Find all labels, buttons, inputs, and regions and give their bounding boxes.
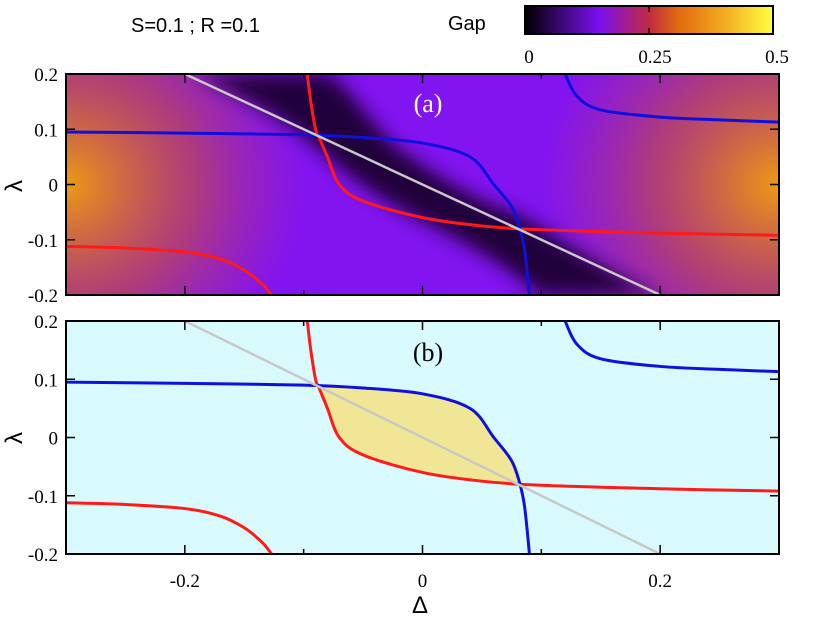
x-tick-label: 0.2 <box>648 571 672 592</box>
parameter-label: S=0.1 ; R =0.1 <box>131 15 260 37</box>
y-tick-label: -0.1 <box>28 487 58 508</box>
axis-ticks <box>66 73 779 555</box>
gray-curve <box>184 321 661 554</box>
colorbar-ticks <box>524 6 774 34</box>
y-tick-label: 0.1 <box>34 120 58 141</box>
y-axis-label-b: λ <box>1 432 28 444</box>
colorbar-tick-label: 0 <box>524 47 534 68</box>
colorbar-title: Gap <box>448 13 486 35</box>
colorbar-tick-label: 0.5 <box>765 47 789 68</box>
red-curve <box>305 74 779 237</box>
blue-curve <box>563 74 779 124</box>
y-tick-label: 0 <box>49 176 59 197</box>
red-curve <box>66 244 273 295</box>
y-tick-label: -0.1 <box>28 231 58 252</box>
red-curve <box>66 501 273 554</box>
red-curve <box>305 321 779 493</box>
panel-a <box>66 74 779 295</box>
y-tick-label: -0.2 <box>28 545 58 566</box>
blue-curve <box>66 130 531 295</box>
blue-curve <box>563 321 779 374</box>
blue-curve <box>66 380 531 554</box>
y-tick-label: -0.2 <box>28 286 58 307</box>
y-tick-label: 0.2 <box>34 65 58 86</box>
colorbar-tick-label: 0.25 <box>638 47 671 68</box>
y-tick-label: 0 <box>49 429 59 450</box>
gray-curve <box>184 74 661 295</box>
curves-panel-b <box>66 321 779 554</box>
y-tick-label: 0.2 <box>34 312 58 333</box>
panel-b-label: (b) <box>413 338 443 367</box>
axis-tick-labels: 0.2 0.1 0 -0.1 -0.2 0.2 0.1 0 -0.1 -0.2 -0.2 0 0.2 <box>28 65 672 592</box>
y-tick-label: 0.1 <box>34 370 58 391</box>
curves-panel-a <box>66 74 779 295</box>
x-axis-label: Δ <box>412 592 428 617</box>
x-tick-label: 0 <box>418 571 428 592</box>
panel-b <box>66 321 779 554</box>
x-tick-label: -0.2 <box>170 571 200 592</box>
y-axis-label-a: λ <box>1 180 28 192</box>
panel-a-label: (a) <box>414 89 443 118</box>
